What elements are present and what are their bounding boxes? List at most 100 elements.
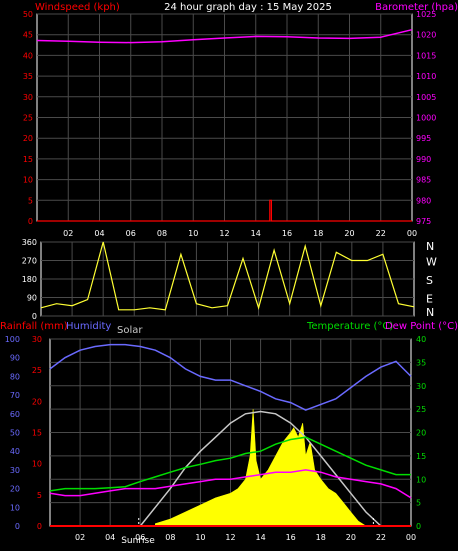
wind-barometer-panel: 0510152025303540455097598098599099510001… xyxy=(23,10,437,238)
sunrise-label: Sunrise xyxy=(121,536,155,546)
compass-direction-label: E xyxy=(426,293,433,306)
temperature-tick-label: 25 xyxy=(416,405,426,414)
humidity-tick-label: 50 xyxy=(10,429,20,438)
x-tick-label: 10 xyxy=(188,229,198,238)
barometer-tick-label: 980 xyxy=(416,196,431,205)
humidity-tick-label: 100 xyxy=(5,335,20,344)
windspeed-tick-label: 30 xyxy=(23,93,33,102)
windspeed-tick-label: 5 xyxy=(28,196,33,205)
windspeed-tick-label: 50 xyxy=(23,10,33,19)
x-tick-label: 10 xyxy=(195,533,205,542)
barometer-tick-label: 990 xyxy=(416,155,431,164)
humidity-axis-label: Humidity xyxy=(66,321,111,332)
solar-area xyxy=(155,409,367,527)
barometer-tick-label: 1020 xyxy=(416,31,436,40)
temperature-tick-label: 40 xyxy=(416,335,426,344)
x-tick-label: 02 xyxy=(75,533,85,542)
temperature-series-line xyxy=(49,436,411,492)
solar-max-curve xyxy=(139,410,382,527)
direction-tick-label: 0 xyxy=(32,312,37,321)
temperature-axis-label: Temperature (°C) xyxy=(306,321,393,332)
x-tick-label: 00 xyxy=(406,533,416,542)
barometer-tick-label: 1005 xyxy=(416,93,436,102)
barometer-series-line xyxy=(36,28,413,44)
dewpoint-series-line xyxy=(49,469,412,499)
windspeed-tick-label: 15 xyxy=(23,155,33,164)
humidity-tick-label: 90 xyxy=(10,354,20,363)
x-tick-label: 08 xyxy=(157,229,167,238)
x-tick-label: 06 xyxy=(126,229,136,238)
temperature-tick-label: 30 xyxy=(416,382,426,391)
compass-direction-label: N xyxy=(426,240,434,253)
rainfall-tick-label: 20 xyxy=(32,397,42,406)
rain-humidity-temperature-panel: 0510152025303540010203040506070809010005… xyxy=(5,335,426,542)
rainfall-tick-label: 15 xyxy=(32,429,42,438)
x-tick-label: 18 xyxy=(316,533,326,542)
windspeed-series-line xyxy=(37,199,412,222)
rainfall-tick-label: 0 xyxy=(37,522,42,531)
x-tick-label: 02 xyxy=(63,229,73,238)
windspeed-tick-label: 20 xyxy=(23,134,33,143)
humidity-tick-label: 60 xyxy=(10,410,20,419)
direction-tick-label: 180 xyxy=(22,275,37,284)
x-tick-label: 04 xyxy=(94,229,104,238)
x-tick-label: 20 xyxy=(344,229,354,238)
x-tick-label: 16 xyxy=(286,533,296,542)
x-tick-label: 22 xyxy=(376,229,386,238)
humidity-tick-label: 80 xyxy=(10,372,20,381)
rainfall-tick-label: 25 xyxy=(32,366,42,375)
humidity-tick-label: 10 xyxy=(10,503,20,512)
humidity-tick-label: 70 xyxy=(10,391,20,400)
barometer-axis-label: Barometer (hpa) xyxy=(375,2,458,13)
temperature-tick-label: 15 xyxy=(416,452,426,461)
x-tick-label: 00 xyxy=(407,229,417,238)
humidity-tick-label: 40 xyxy=(10,447,20,456)
windspeed-axis-label: Windspeed (kph) xyxy=(35,2,120,13)
windspeed-tick-label: 0 xyxy=(28,217,33,226)
temperature-tick-label: 5 xyxy=(416,499,421,508)
humidity-series-line xyxy=(49,343,412,411)
temperature-tick-label: 35 xyxy=(416,358,426,367)
rainfall-tick-label: 30 xyxy=(32,335,42,344)
x-tick-label: 04 xyxy=(105,533,115,542)
humidity-tick-label: 0 xyxy=(15,522,20,531)
chart-title: 24 hour graph day : 15 May 2025 xyxy=(164,2,332,13)
windspeed-tick-label: 35 xyxy=(23,72,33,81)
x-tick-label: 12 xyxy=(225,533,235,542)
compass-direction-label: S xyxy=(426,274,433,287)
barometer-tick-label: 985 xyxy=(416,176,431,185)
humidity-tick-label: 20 xyxy=(10,485,20,494)
rainfall-axis-label: Rainfall (mm) xyxy=(0,321,68,332)
x-tick-label: 12 xyxy=(219,229,229,238)
rainfall-tick-label: 5 xyxy=(37,491,42,500)
temperature-tick-label: 10 xyxy=(416,475,426,484)
wind-direction-series-line xyxy=(40,241,415,311)
temperature-tick-label: 0 xyxy=(416,522,421,531)
compass-direction-label: N xyxy=(426,306,434,319)
windspeed-tick-label: 40 xyxy=(23,51,33,60)
x-tick-label: 22 xyxy=(376,533,386,542)
humidity-tick-label: 30 xyxy=(10,466,20,475)
x-tick-label: 14 xyxy=(255,533,265,542)
barometer-tick-label: 975 xyxy=(416,217,431,226)
barometer-tick-label: 1000 xyxy=(416,114,436,123)
barometer-tick-label: 1010 xyxy=(416,72,436,81)
barometer-tick-label: 995 xyxy=(416,134,431,143)
direction-tick-label: 270 xyxy=(22,257,37,266)
temperature-tick-label: 20 xyxy=(416,429,426,438)
windspeed-tick-label: 25 xyxy=(23,114,33,123)
direction-tick-label: 90 xyxy=(27,294,37,303)
x-tick-label: 14 xyxy=(251,229,261,238)
barometer-tick-label: 1025 xyxy=(416,10,436,19)
direction-tick-label: 360 xyxy=(22,238,37,247)
compass-direction-label: W xyxy=(426,256,437,269)
windspeed-tick-label: 45 xyxy=(23,31,33,40)
rainfall-tick-label: 10 xyxy=(32,460,42,469)
x-tick-label: 20 xyxy=(346,533,356,542)
x-tick-label: 16 xyxy=(282,229,292,238)
dewpoint-axis-label: Dew Point (°C) xyxy=(385,321,458,332)
barometer-tick-label: 1015 xyxy=(416,51,436,60)
windspeed-tick-label: 10 xyxy=(23,176,33,185)
